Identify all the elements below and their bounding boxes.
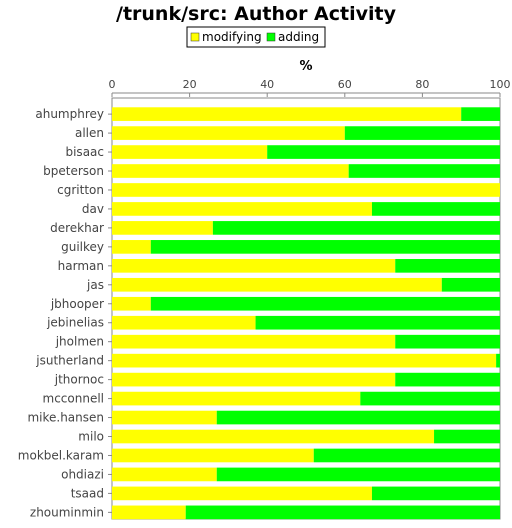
bar-modifying-mike.hansen (112, 410, 217, 425)
bar-modifying-jas (112, 277, 442, 292)
bar-modifying-jsutherland (112, 353, 497, 368)
y-tick-label: mcconnell (43, 392, 105, 406)
y-tick-label: mike.hansen (27, 411, 104, 425)
y-axis-labels: ahumphrey allen bisaac bpeterson cgritton dav… (18, 107, 112, 519)
bar-adding-derekhar (212, 221, 500, 235)
bar-adding-mcconnell (360, 391, 500, 406)
bar-adding-milo (434, 429, 500, 444)
y-tick-label: bisaac (65, 145, 104, 159)
bar-adding-jthornoc (395, 372, 500, 387)
y-tick-label: jholmen (55, 335, 104, 349)
x-tick-label: 60 (338, 78, 352, 91)
y-tick-label: guilkey (61, 240, 104, 254)
bar-adding-harman (395, 259, 500, 273)
x-tick-label: 0 (109, 78, 116, 91)
bar-modifying-jebinelias (112, 315, 256, 330)
y-tick-label: dav (82, 202, 104, 216)
bar-modifying-jholmen (112, 334, 396, 349)
bar-adding-mokbel.karam (313, 448, 500, 463)
y-tick-label: ahumphrey (35, 107, 104, 121)
bar-adding-jholmen (395, 334, 500, 349)
bar-adding-jebinelias (255, 315, 500, 330)
bar-adding-jsutherland (496, 353, 500, 368)
bar-modifying-derekhar (112, 221, 213, 235)
y-tick-label: cgritton (57, 183, 104, 197)
x-axis-label: % (299, 59, 312, 74)
bar-adding-mike.hansen (216, 410, 500, 425)
bar-modifying-bpeterson (112, 164, 349, 178)
y-tick-label: allen (75, 126, 104, 140)
bar-adding-ohdiazi (216, 467, 500, 482)
bar-modifying-tsaad (112, 486, 372, 501)
bar-adding-bpeterson (348, 164, 500, 178)
bar-modifying-allen (112, 126, 345, 140)
bar-adding-zhouminmin (185, 505, 500, 520)
legend-box (186, 26, 326, 48)
y-tick-label: zhouminmin (30, 505, 104, 519)
bar-modifying-mokbel.karam (112, 448, 314, 463)
bar-adding-guilkey (150, 240, 501, 254)
bar-modifying-dav (112, 202, 372, 216)
bar-modifying-cgritton (112, 183, 500, 197)
y-tick-label: jthornoc (54, 373, 104, 387)
y-tick-label: ohdiazi (61, 467, 104, 481)
bar-modifying-zhouminmin (112, 505, 186, 520)
bar-modifying-jbhooper (112, 296, 151, 311)
y-tick-label: milo (78, 430, 104, 444)
bar-modifying-milo (112, 429, 435, 444)
x-tick-label: 20 (183, 78, 197, 91)
y-tick-label: jbhooper (50, 297, 104, 311)
bar-adding-allen (344, 126, 500, 140)
x-tick-label: 40 (260, 78, 274, 91)
x-tick-label: 100 (490, 78, 511, 91)
y-tick-label: jebinelias (46, 316, 104, 330)
x-axis-ticks: 0 20 40 60 80 100 (109, 78, 511, 97)
bar-modifying-harman (112, 259, 396, 273)
y-tick-label: harman (58, 259, 104, 273)
y-tick-label: derekhar (50, 221, 104, 235)
x-tick-label: 80 (415, 78, 429, 91)
y-tick-label: jsutherland (35, 354, 104, 368)
legend-label-modifying: modifying (202, 30, 262, 44)
y-tick-label: bpeterson (43, 164, 104, 178)
bar-modifying-ahumphrey (112, 107, 462, 121)
legend-swatch-modifying (190, 32, 200, 42)
y-tick-label: mokbel.karam (18, 448, 104, 462)
bar-adding-tsaad (371, 486, 500, 501)
bar-modifying-jthornoc (112, 372, 396, 387)
bar-adding-ahumphrey (461, 107, 500, 121)
legend-swatch-adding (266, 32, 276, 42)
y-tick-label: tsaad (71, 486, 104, 500)
chart-title: /trunk/src: Author Activity (116, 3, 397, 25)
bar-adding-jas (441, 277, 500, 292)
bar-adding-bisaac (267, 145, 500, 159)
bars (112, 107, 501, 520)
y-tick-label: jas (86, 278, 104, 292)
bar-adding-jbhooper (150, 296, 501, 311)
bar-modifying-bisaac (112, 145, 268, 159)
bar-modifying-guilkey (112, 240, 151, 254)
legend: modifying adding (186, 26, 326, 48)
legend-label-adding: adding (278, 30, 319, 44)
bar-modifying-ohdiazi (112, 467, 217, 482)
bar-adding-dav (371, 202, 500, 216)
bar-modifying-mcconnell (112, 391, 361, 406)
